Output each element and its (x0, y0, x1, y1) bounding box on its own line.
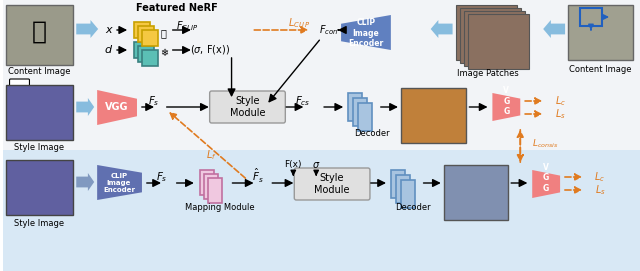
FancyBboxPatch shape (401, 88, 465, 143)
Text: Decoder: Decoder (395, 202, 431, 211)
FancyBboxPatch shape (568, 5, 633, 60)
Text: $F_s$: $F_s$ (156, 170, 168, 184)
Polygon shape (76, 173, 94, 191)
Text: Style
Module: Style Module (314, 173, 350, 195)
FancyBboxPatch shape (134, 42, 150, 58)
Text: Mapping Module: Mapping Module (185, 202, 255, 211)
FancyBboxPatch shape (348, 93, 362, 121)
Text: V
G
G: V G G (543, 163, 549, 193)
FancyBboxPatch shape (142, 30, 158, 46)
Polygon shape (431, 20, 452, 38)
Text: CLIP
Image
Encoder: CLIP Image Encoder (348, 18, 383, 48)
Polygon shape (76, 20, 98, 38)
Text: F(x): F(x) (285, 160, 302, 169)
Text: $L_{consis}$: $L_{consis}$ (532, 138, 559, 150)
Text: VGG: VGG (106, 102, 129, 112)
Text: $\hat{F}_s$: $\hat{F}_s$ (252, 167, 263, 185)
FancyBboxPatch shape (6, 5, 73, 65)
Text: Style
Module: Style Module (230, 96, 265, 118)
FancyBboxPatch shape (463, 11, 525, 66)
FancyBboxPatch shape (401, 180, 415, 208)
FancyBboxPatch shape (10, 79, 29, 94)
Text: $F_{con}$: $F_{con}$ (319, 23, 339, 37)
FancyBboxPatch shape (210, 91, 285, 123)
Text: x: x (105, 25, 111, 35)
FancyBboxPatch shape (3, 0, 640, 159)
FancyBboxPatch shape (444, 165, 508, 220)
FancyBboxPatch shape (391, 170, 404, 198)
Text: $L_{CLIP}$: $L_{CLIP}$ (288, 16, 310, 30)
Polygon shape (97, 90, 137, 125)
Text: Style Image: Style Image (14, 218, 65, 227)
Text: $F_{cs}$: $F_{cs}$ (296, 94, 311, 108)
Text: $\sigma$: $\sigma$ (312, 160, 321, 170)
Text: Style Image: Style Image (14, 144, 65, 153)
Text: $L_c$: $L_c$ (595, 170, 605, 184)
Text: Featured NeRF: Featured NeRF (136, 3, 218, 13)
Text: $L_f$: $L_f$ (206, 148, 217, 162)
FancyBboxPatch shape (3, 159, 640, 271)
FancyBboxPatch shape (396, 175, 410, 203)
FancyBboxPatch shape (3, 150, 640, 271)
Text: Image Patches: Image Patches (456, 69, 518, 78)
Text: $L_c$: $L_c$ (555, 94, 566, 108)
Text: $L_s$: $L_s$ (595, 183, 605, 197)
Text: $F_s$: $F_s$ (148, 94, 160, 108)
Text: Decoder: Decoder (354, 128, 390, 137)
Text: ❄: ❄ (160, 48, 168, 58)
FancyBboxPatch shape (204, 174, 218, 199)
Text: CLIP
Image
Encoder: CLIP Image Encoder (103, 173, 135, 193)
Text: 🏗: 🏗 (32, 20, 47, 44)
FancyBboxPatch shape (294, 168, 370, 200)
FancyBboxPatch shape (138, 46, 154, 62)
Text: d: d (104, 45, 111, 55)
FancyBboxPatch shape (460, 8, 521, 63)
FancyBboxPatch shape (138, 26, 154, 42)
Polygon shape (97, 165, 142, 200)
FancyBboxPatch shape (358, 103, 372, 131)
Text: $F_{CLIP}$: $F_{CLIP}$ (175, 19, 198, 33)
FancyBboxPatch shape (6, 160, 73, 215)
Text: Content Image: Content Image (569, 66, 631, 75)
FancyBboxPatch shape (456, 5, 517, 60)
Polygon shape (492, 93, 520, 121)
Polygon shape (341, 15, 391, 50)
Text: $L_s$: $L_s$ (555, 107, 566, 121)
Text: V
G
G: V G G (503, 86, 509, 116)
FancyBboxPatch shape (134, 22, 150, 38)
Text: ($\sigma$, F(x)): ($\sigma$, F(x)) (189, 44, 230, 56)
FancyBboxPatch shape (142, 50, 158, 66)
FancyBboxPatch shape (200, 170, 214, 195)
FancyBboxPatch shape (353, 98, 367, 126)
Polygon shape (532, 170, 560, 198)
FancyBboxPatch shape (207, 178, 221, 203)
Text: Content Image: Content Image (8, 67, 70, 76)
Text: 🔥: 🔥 (161, 28, 167, 38)
FancyBboxPatch shape (6, 85, 73, 140)
Polygon shape (76, 98, 94, 116)
Polygon shape (543, 20, 565, 38)
FancyBboxPatch shape (467, 14, 529, 69)
